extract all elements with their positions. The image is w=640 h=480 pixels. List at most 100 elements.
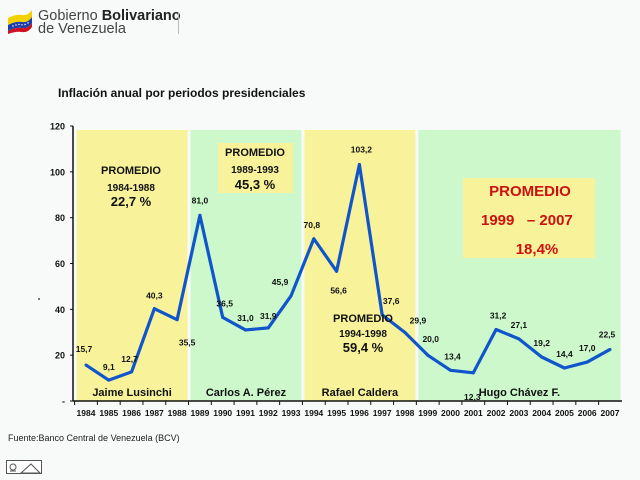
y-tick-label: 40	[55, 305, 65, 315]
x-tick-label: 1995	[327, 408, 346, 418]
data-label: 12,3	[464, 392, 481, 402]
data-label: 56,6	[330, 285, 347, 295]
data-point	[107, 378, 111, 382]
chart-title: Inflación anual por periodos presidencia…	[58, 86, 306, 100]
venezuela-flag-icon	[8, 10, 32, 34]
average-title-2: PROMEDIO	[225, 147, 285, 159]
stray-dot	[38, 298, 40, 300]
data-point	[335, 269, 339, 273]
data-point	[540, 355, 544, 359]
average-range-4: 1999 – 2007	[481, 212, 573, 229]
data-point	[266, 326, 270, 330]
x-tick-label: 1994	[304, 408, 323, 418]
data-label: 31,2	[490, 311, 507, 321]
average-title-1: PROMEDIO	[101, 165, 161, 177]
data-label: 70,8	[304, 220, 321, 230]
data-point	[152, 307, 156, 311]
data-label: 9,1	[103, 362, 115, 372]
data-point	[471, 371, 475, 375]
data-label: 22,5	[599, 329, 616, 339]
data-label: 103,2	[351, 145, 373, 155]
x-tick-label: 1986	[122, 408, 141, 418]
x-tick-label: 1997	[373, 408, 392, 418]
x-tick-label: 1992	[259, 408, 278, 418]
data-point	[357, 163, 361, 166]
logo-line1-light: Gobierno	[38, 8, 102, 24]
data-point	[198, 213, 202, 217]
data-label: 15,7	[76, 344, 93, 354]
slide-navigation-icon[interactable]	[6, 460, 42, 474]
data-point	[403, 330, 407, 334]
average-title-3: PROMEDIO	[333, 313, 393, 325]
x-tick-label: 2000	[441, 408, 460, 418]
y-tick-label: 80	[55, 213, 65, 223]
data-point	[449, 368, 453, 372]
average-range-3: 1994-1998	[339, 329, 387, 340]
period-band-1	[76, 130, 188, 401]
data-label: 13,4	[444, 351, 461, 361]
data-point	[562, 366, 566, 370]
average-title-4: PROMEDIO	[489, 183, 571, 200]
x-tick-label: 1993	[282, 408, 301, 418]
data-point	[243, 328, 247, 332]
data-label: 40,3	[146, 291, 163, 301]
data-label: 37,6	[383, 296, 400, 306]
data-point	[312, 237, 316, 241]
logo-line2: de Venezuela	[38, 21, 126, 37]
source-note: Fuente:Banco Central de Venezuela (BCV)	[8, 433, 180, 443]
x-tick-label: 2003	[509, 408, 528, 418]
data-point	[289, 294, 293, 298]
data-point	[494, 328, 498, 331]
data-label: 12,7	[121, 354, 138, 364]
data-point	[608, 347, 612, 351]
data-label: 19,2	[533, 338, 550, 348]
data-label: 36,5	[216, 298, 233, 308]
data-label: 31,0	[237, 313, 254, 323]
data-label: 81,0	[192, 195, 209, 205]
x-tick-label: 2001	[464, 408, 483, 418]
average-value-1: 22,7 %	[111, 194, 152, 209]
x-tick-label: 2004	[532, 408, 551, 418]
logo-line1-bold: Bolivariano	[101, 8, 181, 24]
data-point	[585, 360, 589, 364]
x-tick-label: 2005	[555, 408, 574, 418]
period-band-4	[418, 130, 621, 401]
data-point	[380, 313, 384, 317]
data-point	[175, 318, 179, 322]
average-value-2: 45,3 %	[235, 177, 276, 192]
data-label: 27,1	[511, 320, 528, 330]
x-tick-label: 1998	[395, 408, 414, 418]
x-tick-label: 1999	[418, 408, 437, 418]
government-logo: Gobierno Bolivariano de Venezuela	[6, 6, 186, 36]
data-point	[84, 363, 88, 367]
data-label: 14,4	[556, 349, 573, 359]
average-value-4: 18,4%	[516, 241, 559, 258]
president-label: Hugo Chávez F.	[479, 387, 560, 399]
data-label: 31,9	[260, 311, 277, 321]
x-tick-label: 1984	[77, 408, 96, 418]
y-tick-label: 60	[55, 259, 65, 269]
average-range-2: 1989-1993	[231, 165, 279, 176]
x-tick-label: 1996	[350, 408, 369, 418]
y-tick-label: 20	[55, 351, 65, 361]
x-tick-label: 1988	[168, 408, 187, 418]
y-tick-label: 120	[50, 122, 65, 132]
data-label: 35,5	[179, 338, 196, 348]
data-point	[426, 353, 430, 357]
data-point	[130, 370, 134, 374]
x-tick-label: 1985	[99, 408, 118, 418]
header-divider	[178, 12, 179, 34]
x-tick-label: 1990	[213, 408, 232, 418]
inflation-line	[85, 162, 611, 382]
president-label: Rafael Caldera	[322, 387, 399, 399]
data-label: 45,9	[272, 277, 289, 287]
x-tick-label: 1987	[145, 408, 164, 418]
x-tick-label: 1991	[236, 408, 255, 418]
average-box-2	[218, 143, 293, 193]
y-tick-label: 100	[50, 167, 65, 177]
data-point	[221, 315, 225, 319]
president-label: Carlos A. Pérez	[206, 387, 287, 399]
x-tick-label: 2007	[601, 408, 620, 418]
data-label: 17,0	[579, 343, 596, 353]
